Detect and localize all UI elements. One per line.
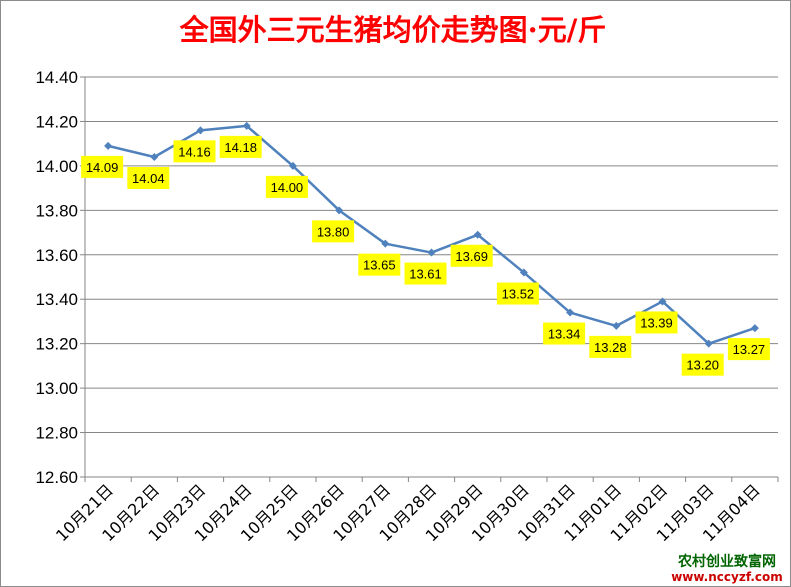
data-label-1: 14.04	[132, 171, 165, 186]
y-tick-label-1: 12.80	[35, 424, 78, 443]
y-axis-ticks: 12.60 12.80 13.00 13.20 13.40 13.60 13.80 14.00…	[35, 68, 85, 487]
y-tick-label-0: 12.60	[35, 468, 78, 487]
data-labels: 14.09 14.04 14.16 14.18 14.00 13.80 13.65 13.61…	[81, 135, 770, 376]
data-label-11: 13.28	[594, 340, 627, 355]
y-tick-label-7: 14.00	[35, 157, 78, 176]
axes	[84, 77, 778, 478]
data-label-bg-6	[358, 253, 401, 276]
data-label-bg-11	[589, 335, 632, 358]
data-point-4	[288, 161, 297, 170]
data-point-12	[658, 297, 667, 306]
data-label-bg-12	[635, 311, 678, 334]
data-label-bg-0	[81, 155, 124, 178]
data-label-7: 13.61	[409, 267, 442, 282]
data-label-0: 14.09	[86, 160, 119, 175]
watermark-line1: 农村创业致富网	[677, 553, 776, 570]
data-point-2	[196, 126, 205, 135]
watermark-line2: www.nccyzf.com	[671, 570, 783, 584]
data-label-14: 13.27	[733, 342, 766, 357]
data-point-10	[566, 308, 575, 317]
data-label-bg-14	[727, 338, 770, 361]
data-label-10: 13.34	[548, 327, 581, 342]
data-point-14	[750, 324, 759, 333]
data-point-1	[150, 153, 159, 161]
data-label-13: 13.20	[686, 358, 719, 373]
data-label-bg-9	[496, 282, 539, 305]
watermark: 农村创业致富网 农村创业致富网 www.nccyzf.com www.nccyz…	[670, 552, 785, 586]
data-label-5: 13.80	[317, 224, 350, 239]
data-label-bg-2	[173, 140, 216, 163]
data-label-bg-13	[681, 353, 724, 376]
data-point-13	[704, 339, 713, 348]
x-axis-ticks: 10月21日10月22日10月23日10月24日10月25日10月26日10月2…	[52, 477, 779, 545]
data-markers	[104, 121, 759, 348]
y-tick-label-5: 13.60	[35, 246, 78, 265]
y-tick-label-6: 13.80	[35, 201, 78, 220]
data-point-9	[519, 268, 528, 277]
y-tick-label-8: 14.20	[35, 112, 78, 131]
data-label-3: 14.18	[224, 140, 257, 155]
y-tick-label-9: 14.40	[35, 68, 78, 87]
data-label-2: 14.16	[178, 144, 211, 159]
data-label-8: 13.69	[455, 249, 488, 264]
chart-title: 全国外三元生猪均价走势图·元/斤	[179, 13, 607, 47]
data-point-8	[473, 230, 482, 239]
data-point-5	[335, 206, 344, 215]
data-label-9: 13.52	[502, 287, 535, 302]
watermark-line2-halo: www.nccyzf.com	[671, 570, 783, 584]
data-point-7	[427, 248, 436, 257]
data-point-3	[242, 121, 251, 130]
data-label-bg-1	[127, 167, 170, 189]
y-tick-label-3: 13.20	[35, 335, 78, 354]
data-point-11	[612, 321, 621, 330]
data-label-bg-7	[404, 262, 447, 285]
data-label-bg-3	[219, 135, 262, 158]
data-label-bg-10	[543, 322, 586, 345]
data-label-bg-8	[450, 244, 493, 267]
y-tick-label-4: 13.40	[35, 290, 78, 309]
data-label-bg-4	[265, 175, 308, 198]
y-tick-label-2: 13.00	[35, 379, 78, 398]
data-point-0	[104, 141, 113, 150]
data-label-6: 13.65	[363, 258, 396, 273]
data-label-4: 14.00	[271, 180, 304, 195]
data-label-bg-5	[312, 220, 355, 243]
data-point-6	[381, 239, 390, 248]
data-label-12: 13.39	[640, 315, 673, 330]
watermark-line1-halo: 农村创业致富网	[677, 553, 776, 570]
